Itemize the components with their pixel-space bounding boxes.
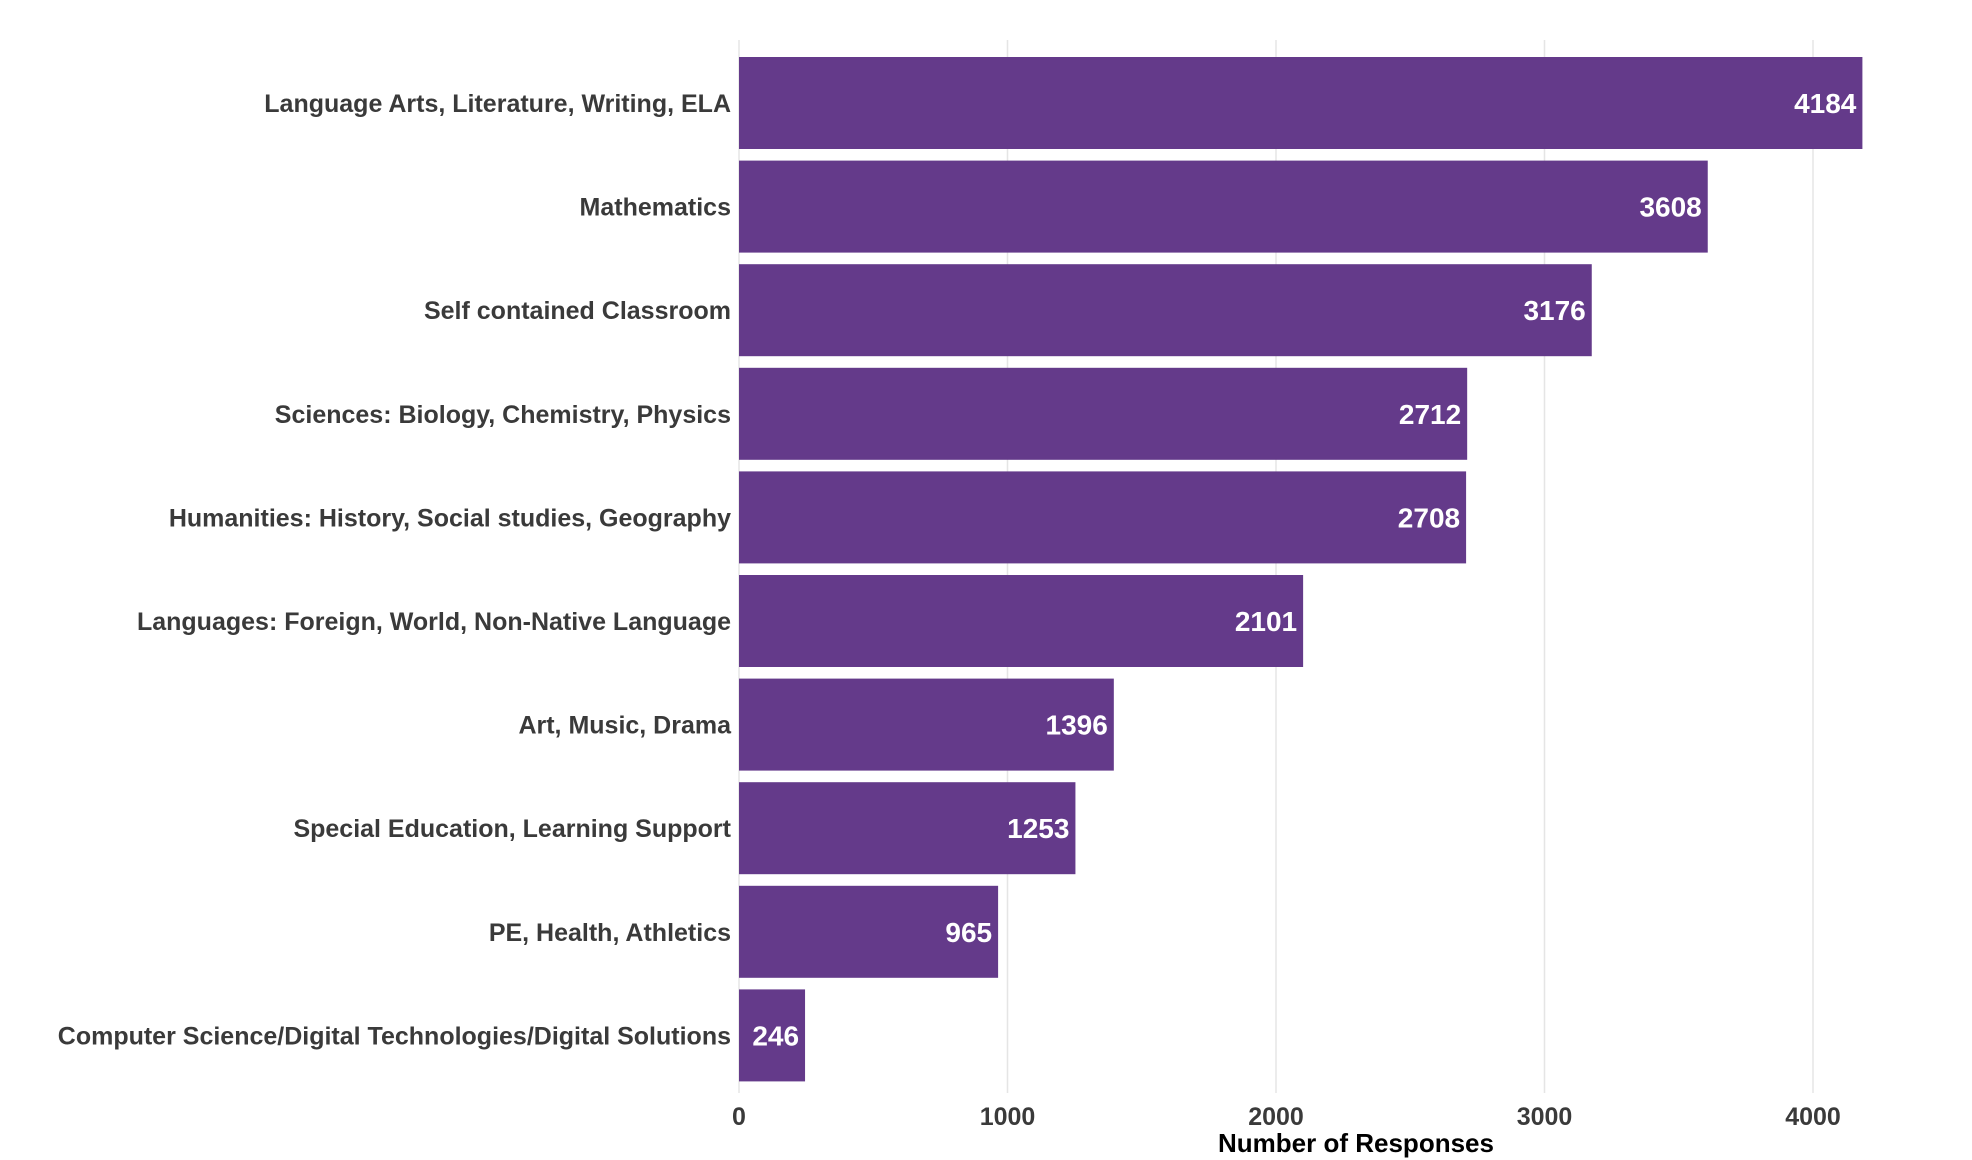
bar-value-label: 2712 bbox=[1399, 399, 1461, 430]
bar bbox=[739, 989, 806, 1082]
x-tick-label: 3000 bbox=[1517, 1103, 1573, 1131]
bar bbox=[739, 678, 1114, 771]
category-label: Special Education, Learning Support bbox=[293, 815, 731, 843]
bar-value-label: 1253 bbox=[1007, 813, 1069, 844]
x-tick-label: 2000 bbox=[1248, 1103, 1304, 1131]
x-axis-title: Number of Responses bbox=[1218, 1128, 1494, 1158]
category-label: Language Arts, Literature, Writing, ELA bbox=[264, 90, 731, 118]
category-labels: Language Arts, Literature, Writing, ELA M… bbox=[58, 90, 732, 1050]
bar bbox=[739, 160, 1708, 253]
bar bbox=[739, 471, 1467, 564]
category-label: Computer Science/Digital Technologies/Di… bbox=[58, 1022, 731, 1050]
bar bbox=[739, 885, 999, 978]
bar bbox=[739, 782, 1076, 875]
x-tick-label: 4000 bbox=[1785, 1103, 1841, 1131]
x-tick-label: 1000 bbox=[980, 1103, 1036, 1131]
x-tick-labels: 0 1000 2000 3000 4000 bbox=[732, 1103, 1841, 1131]
bar-value-label: 3176 bbox=[1523, 295, 1585, 326]
category-label: Mathematics bbox=[580, 194, 731, 222]
bar-value-label: 1396 bbox=[1046, 710, 1108, 741]
bar bbox=[739, 575, 1304, 667]
bar-value-label: 965 bbox=[945, 917, 992, 948]
bar-value-label: 2708 bbox=[1398, 502, 1460, 533]
bar bbox=[739, 367, 1468, 460]
category-label: Sciences: Biology, Chemistry, Physics bbox=[275, 401, 731, 429]
category-label: Languages: Foreign, World, Non-Native La… bbox=[137, 608, 731, 636]
bar-value-label: 246 bbox=[752, 1020, 799, 1051]
bar bbox=[739, 264, 1592, 357]
category-label: Self contained Classroom bbox=[424, 297, 731, 325]
x-tick-label: 0 bbox=[732, 1103, 746, 1131]
category-label: PE, Health, Athletics bbox=[489, 919, 731, 947]
category-label: Humanities: History, Social studies, Geo… bbox=[169, 504, 731, 532]
bars: 4184 3608 3176 2712 2708 2101 1396 1253 965 246 bbox=[739, 57, 1863, 1082]
bar bbox=[739, 57, 1863, 149]
bar-value-label: 2101 bbox=[1235, 606, 1297, 637]
bar-value-label: 4184 bbox=[1794, 88, 1857, 119]
bar-value-label: 3608 bbox=[1639, 192, 1701, 223]
category-label: Art, Music, Drama bbox=[518, 712, 732, 740]
